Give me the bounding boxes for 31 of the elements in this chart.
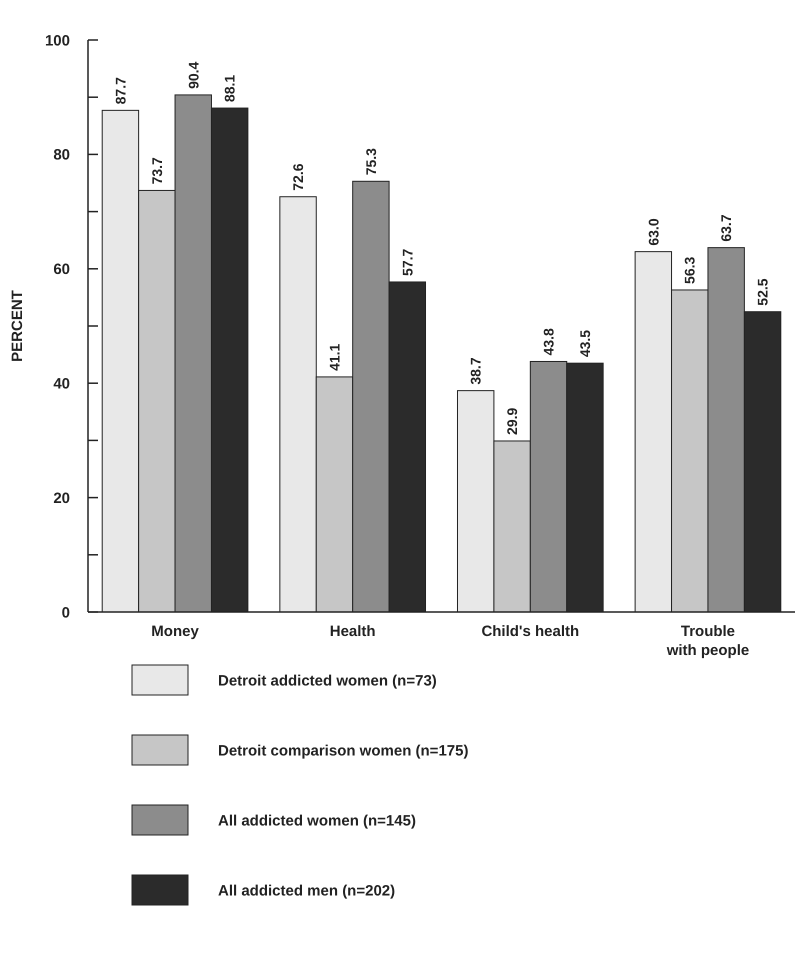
y-tick-label: 60 [53, 261, 70, 278]
data-label: 29.9 [504, 408, 520, 435]
data-label: 52.5 [754, 278, 771, 306]
data-label: 90.4 [185, 61, 202, 89]
data-label: 88.1 [222, 74, 238, 102]
x-tick-label: Child's health [481, 623, 580, 640]
x-tick-label: Trouble with people [666, 623, 750, 659]
legend-label: Detroit addicted women (n=73) [218, 672, 437, 690]
data-label: 63.0 [645, 218, 662, 246]
data-label: 72.6 [290, 163, 306, 191]
data-label: 63.7 [718, 214, 734, 242]
data-label: 73.7 [148, 156, 165, 184]
data-label: 56.3 [682, 256, 698, 284]
data-label: 41.1 [326, 343, 342, 371]
y-tick-label: 40 [53, 375, 70, 392]
legend-label: Detroit comparison women (n=175) [218, 742, 468, 760]
legend-label: All addicted men (n=202) [218, 882, 396, 900]
data-label: 57.7 [399, 248, 416, 276]
data-label: 87.7 [112, 76, 128, 104]
data-label: 38.7 [468, 357, 484, 385]
data-label: 43.8 [540, 328, 557, 356]
data-label: 75.3 [362, 148, 379, 176]
y-tick-label: 0 [62, 604, 70, 622]
y-tick-label: 20 [53, 490, 70, 507]
data-label: 43.5 [576, 330, 593, 358]
x-tick-label: Money [151, 623, 200, 640]
y-tick-label: 80 [53, 146, 70, 164]
y-tick-label: 100 [44, 32, 70, 50]
y-axis-title: PERCENT [9, 290, 26, 362]
legend-label: All addicted women (n=145) [218, 812, 416, 830]
x-tick-label: Health [330, 623, 376, 640]
